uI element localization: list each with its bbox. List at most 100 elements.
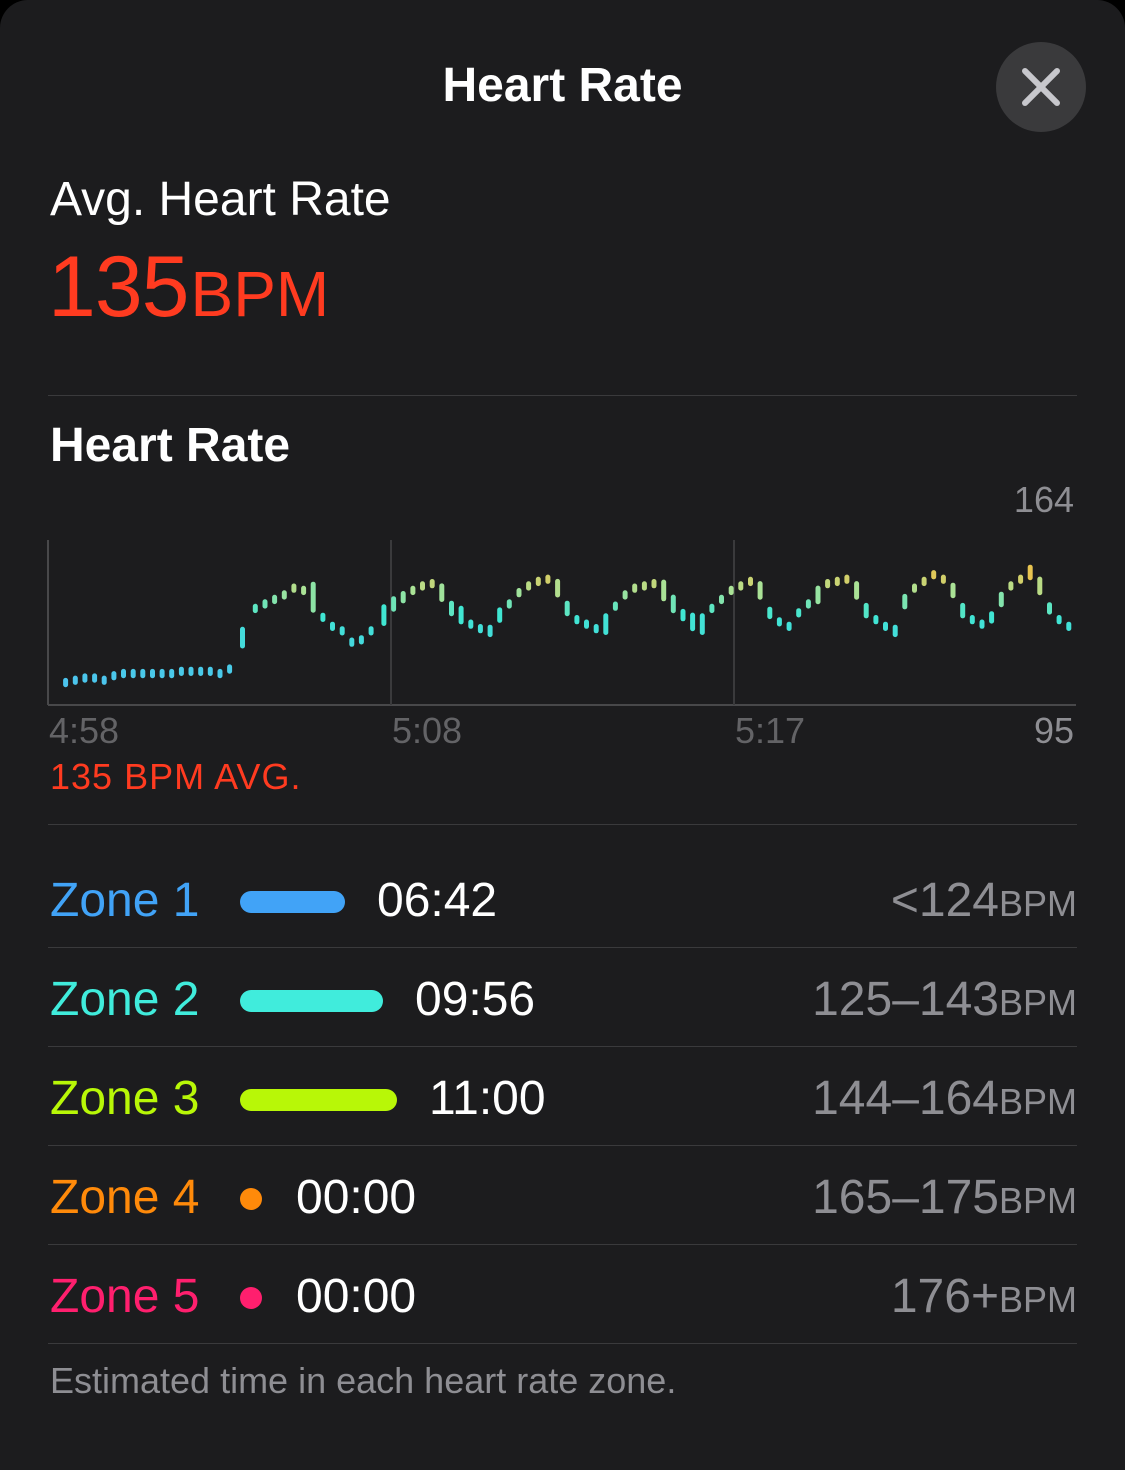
- zone-duration-bar: [240, 891, 345, 913]
- zone-range-unit: BPM: [998, 1180, 1077, 1221]
- heart-rate-sample-mark: [381, 604, 387, 626]
- zone-time: 00:00: [296, 1270, 417, 1323]
- heart-rate-sample-mark: [912, 583, 917, 593]
- heart-rate-sample-mark: [252, 603, 258, 614]
- zone-name: Zone 5: [50, 1270, 200, 1323]
- zone-name: Zone 2: [50, 973, 200, 1026]
- x-tick-label: 4:58: [49, 710, 119, 751]
- heart-rate-sample-mark: [719, 594, 724, 605]
- heart-rate-sample-mark: [863, 602, 869, 619]
- zone-time: 11:00: [429, 1072, 546, 1125]
- zone-duration-bar: [240, 990, 383, 1012]
- zone-time: 06:42: [377, 874, 498, 927]
- zone-range-value: 125–143: [812, 973, 999, 1026]
- heart-rate-sample-mark: [998, 591, 1004, 608]
- zone-time: 00:00: [296, 1171, 417, 1224]
- heart-rate-sample-mark: [940, 574, 946, 584]
- heart-rate-sample-mark: [651, 579, 657, 589]
- avg-heart-rate-unit: BPM: [190, 258, 330, 330]
- heart-rate-sample-mark: [622, 590, 628, 600]
- heart-rate-sample-mark: [150, 668, 155, 679]
- zone-range-value: 165–175: [812, 1171, 999, 1224]
- heart-rate-sample-mark: [1027, 564, 1033, 581]
- heart-rate-sample-mark: [892, 624, 898, 638]
- heart-rate-sample-mark: [873, 615, 879, 625]
- zone-range-value: <124: [890, 874, 999, 927]
- heart-rate-sample-mark: [217, 668, 223, 679]
- heart-rate-sample-mark: [641, 581, 647, 591]
- heart-rate-sample-mark: [227, 664, 233, 674]
- zone-range: 125–143BPM: [812, 972, 1077, 1027]
- zone-name: Zone 1: [50, 874, 200, 927]
- heart-rate-sample-mark: [767, 606, 773, 620]
- zone-name: Zone 4: [50, 1171, 200, 1224]
- heart-rate-sample-mark: [950, 582, 956, 599]
- heart-rate-sample-mark: [130, 668, 136, 679]
- zone-range-value: 144–164: [812, 1072, 999, 1125]
- heart-rate-sample-mark: [690, 612, 696, 632]
- heart-rate-sample-mark: [101, 675, 107, 685]
- zone-range-unit: BPM: [998, 1279, 1077, 1320]
- heart-rate-sample-mark: [339, 626, 345, 636]
- zone-range: 144–164BPM: [812, 1071, 1077, 1126]
- zone-row: Zone 4 00:00 165–175BPM: [50, 1146, 1077, 1245]
- heart-rate-sample-mark: [661, 579, 667, 602]
- chart-section-title: Heart Rate: [50, 419, 291, 472]
- heart-rate-sample-mark: [240, 626, 245, 649]
- heart-rate-sample-mark: [834, 576, 840, 587]
- heart-rate-sample-mark: [468, 619, 474, 629]
- heart-rate-sample-mark: [545, 574, 551, 584]
- heart-rate-sample-mark: [612, 601, 618, 611]
- heart-rate-sample-mark: [391, 596, 397, 612]
- heart-rate-sample-mark: [198, 666, 204, 676]
- heart-rate-sample-mark: [458, 605, 464, 625]
- heart-rate-sample-mark: [564, 600, 570, 617]
- heart-rate-sample-mark: [680, 608, 686, 622]
- zone-range-value: 176+: [890, 1270, 999, 1323]
- heart-rate-sample-mark: [358, 635, 364, 645]
- heart-rate-sample-mark: [1018, 574, 1024, 584]
- heart-rate-sample-mark: [776, 617, 782, 627]
- heart-rate-sample-mark: [989, 611, 995, 624]
- chart-frame: [47, 540, 1076, 706]
- heart-rate-sample-mark: [506, 599, 512, 609]
- heart-rate-sample-mark: [825, 579, 831, 589]
- zone-range: <124BPM: [891, 873, 1077, 928]
- heart-rate-sample-mark: [310, 581, 316, 613]
- heart-rate-sample-mark: [1037, 576, 1043, 596]
- zone-row: Zone 1 06:42 <124BPM: [50, 849, 1077, 948]
- heart-rate-sample-mark: [815, 585, 821, 605]
- zones-footnote: Estimated time in each heart rate zone.: [50, 1360, 677, 1401]
- heart-rate-sample-mark: [121, 668, 126, 679]
- heart-rate-sample-mark: [883, 621, 888, 631]
- heart-rate-sample-mark: [535, 576, 541, 587]
- close-button[interactable]: [996, 42, 1086, 132]
- heart-rate-sample-mark: [159, 668, 165, 679]
- zone-row: Zone 2 09:56 125–143BPM: [50, 948, 1077, 1047]
- heart-rate-sample-mark: [757, 581, 763, 600]
- heart-rate-chart: 164 95 4:58 5:08 5:17: [47, 479, 1076, 751]
- heart-rate-sample-mark: [574, 615, 580, 625]
- heart-rate-sample-mark: [281, 590, 287, 600]
- heart-rate-sample-mark: [526, 581, 532, 591]
- heart-rate-sample-mark: [854, 581, 860, 600]
- heart-rate-sample-mark: [931, 570, 937, 580]
- heart-rate-sample-mark: [262, 599, 268, 609]
- heart-rate-sample-mark: [188, 666, 194, 676]
- heart-rate-sample-mark: [477, 624, 483, 634]
- heart-rate-sample-mark: [921, 576, 927, 587]
- zone-range-unit: BPM: [998, 1081, 1077, 1122]
- heart-rate-sample-mark: [330, 621, 335, 631]
- x-tick-label: 5:08: [392, 710, 462, 751]
- heart-rate-sample-mark: [320, 612, 326, 622]
- heart-rate-sample-mark: [738, 581, 744, 591]
- heart-rate-sample-mark: [709, 603, 715, 614]
- heart-rate-sample-mark: [400, 591, 406, 604]
- avg-heart-rate-number: 135: [48, 239, 189, 335]
- heart-rate-sample-mark: [140, 668, 146, 679]
- zone-name: Zone 3: [50, 1072, 200, 1125]
- heart-rate-sample-mark: [111, 671, 117, 681]
- x-tick-label: 5:17: [735, 710, 805, 751]
- heart-rate-sample-mark: [178, 666, 184, 676]
- zone-range: 165–175BPM: [812, 1170, 1077, 1225]
